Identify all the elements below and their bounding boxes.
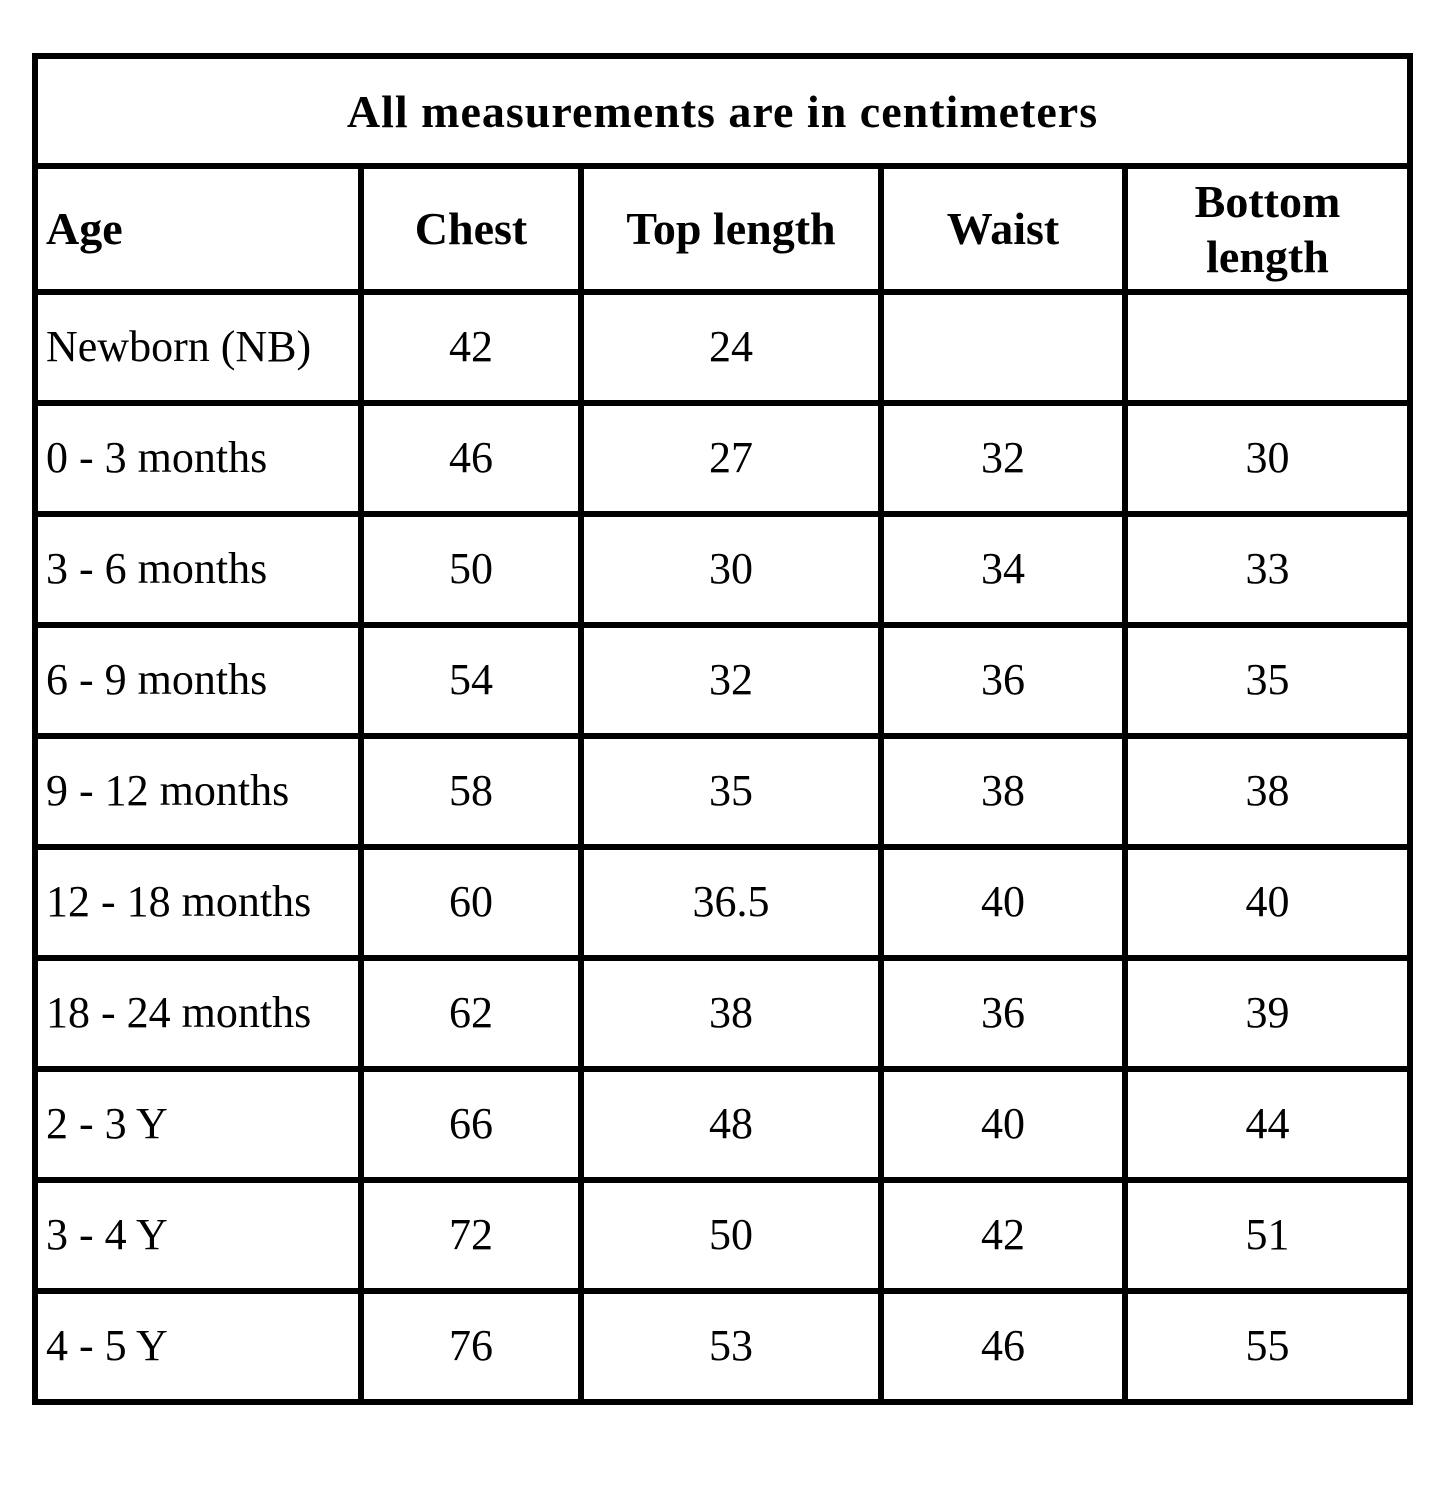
value-cell: 44 — [1122, 1066, 1413, 1183]
value-cell: 39 — [1122, 955, 1413, 1072]
value-cell: 34 — [878, 511, 1128, 628]
value-cell: 36.5 — [578, 844, 884, 961]
age-cell: 4 - 5 Y — [32, 1288, 364, 1405]
value-cell: 40 — [1122, 844, 1413, 961]
value-cell: 46 — [878, 1288, 1128, 1405]
age-cell: 6 - 9 months — [32, 622, 364, 739]
table-row: 3 - 4 Y 72 50 42 51 — [32, 1177, 1413, 1294]
value-cell: 51 — [1122, 1177, 1413, 1294]
column-header-top-length: Top length — [578, 163, 884, 295]
value-cell: 42 — [358, 289, 584, 406]
value-cell: 48 — [578, 1066, 884, 1183]
value-cell: 32 — [578, 622, 884, 739]
value-cell: 54 — [358, 622, 584, 739]
table-title: All measurements are in centimeters — [32, 53, 1413, 169]
value-cell: 53 — [578, 1288, 884, 1405]
age-cell: 2 - 3 Y — [32, 1066, 364, 1183]
value-cell: 32 — [878, 400, 1128, 517]
value-cell: 38 — [578, 955, 884, 1072]
table-row: Newborn (NB) 42 24 — [32, 289, 1413, 406]
column-header-chest: Chest — [358, 163, 584, 295]
value-cell: 38 — [878, 733, 1128, 850]
table-row: 12 - 18 months 60 36.5 40 40 — [32, 844, 1413, 961]
column-header-waist: Waist — [878, 163, 1128, 295]
value-cell: 46 — [358, 400, 584, 517]
column-header-bottom-length: Bottom length — [1122, 163, 1413, 295]
value-cell: 40 — [878, 1066, 1128, 1183]
value-cell: 50 — [358, 511, 584, 628]
age-cell: 3 - 6 months — [32, 511, 364, 628]
table-row: 18 - 24 months 62 38 36 39 — [32, 955, 1413, 1072]
value-cell: 30 — [578, 511, 884, 628]
table-header-row: Age Chest Top length Waist Bottom length — [32, 163, 1413, 295]
age-cell: 12 - 18 months — [32, 844, 364, 961]
column-header-age: Age — [32, 163, 364, 295]
age-cell: 0 - 3 months — [32, 400, 364, 517]
value-cell: 72 — [358, 1177, 584, 1294]
value-cell: 30 — [1122, 400, 1413, 517]
table-row: 4 - 5 Y 76 53 46 55 — [32, 1288, 1413, 1405]
value-cell: 35 — [578, 733, 884, 850]
age-cell: 18 - 24 months — [32, 955, 364, 1072]
value-cell: 36 — [878, 622, 1128, 739]
value-cell: 35 — [1122, 622, 1413, 739]
table-row: 9 - 12 months 58 35 38 38 — [32, 733, 1413, 850]
table-title-row: All measurements are in centimeters — [32, 53, 1413, 169]
value-cell: 38 — [1122, 733, 1413, 850]
value-cell: 58 — [358, 733, 584, 850]
table-row: 3 - 6 months 50 30 34 33 — [32, 511, 1413, 628]
value-cell: 24 — [578, 289, 884, 406]
age-cell: Newborn (NB) — [32, 289, 364, 406]
table-row: 0 - 3 months 46 27 32 30 — [32, 400, 1413, 517]
value-cell — [878, 289, 1128, 406]
age-cell: 3 - 4 Y — [32, 1177, 364, 1294]
value-cell: 76 — [358, 1288, 584, 1405]
value-cell: 60 — [358, 844, 584, 961]
value-cell: 66 — [358, 1066, 584, 1183]
age-cell: 9 - 12 months — [32, 733, 364, 850]
value-cell: 42 — [878, 1177, 1128, 1294]
value-cell: 50 — [578, 1177, 884, 1294]
value-cell: 40 — [878, 844, 1128, 961]
table-row: 6 - 9 months 54 32 36 35 — [32, 622, 1413, 739]
size-chart-table: All measurements are in centimeters Age C… — [32, 53, 1413, 1405]
value-cell: 27 — [578, 400, 884, 517]
value-cell — [1122, 289, 1413, 406]
value-cell: 33 — [1122, 511, 1413, 628]
value-cell: 62 — [358, 955, 584, 1072]
value-cell: 55 — [1122, 1288, 1413, 1405]
table-row: 2 - 3 Y 66 48 40 44 — [32, 1066, 1413, 1183]
value-cell: 36 — [878, 955, 1128, 1072]
